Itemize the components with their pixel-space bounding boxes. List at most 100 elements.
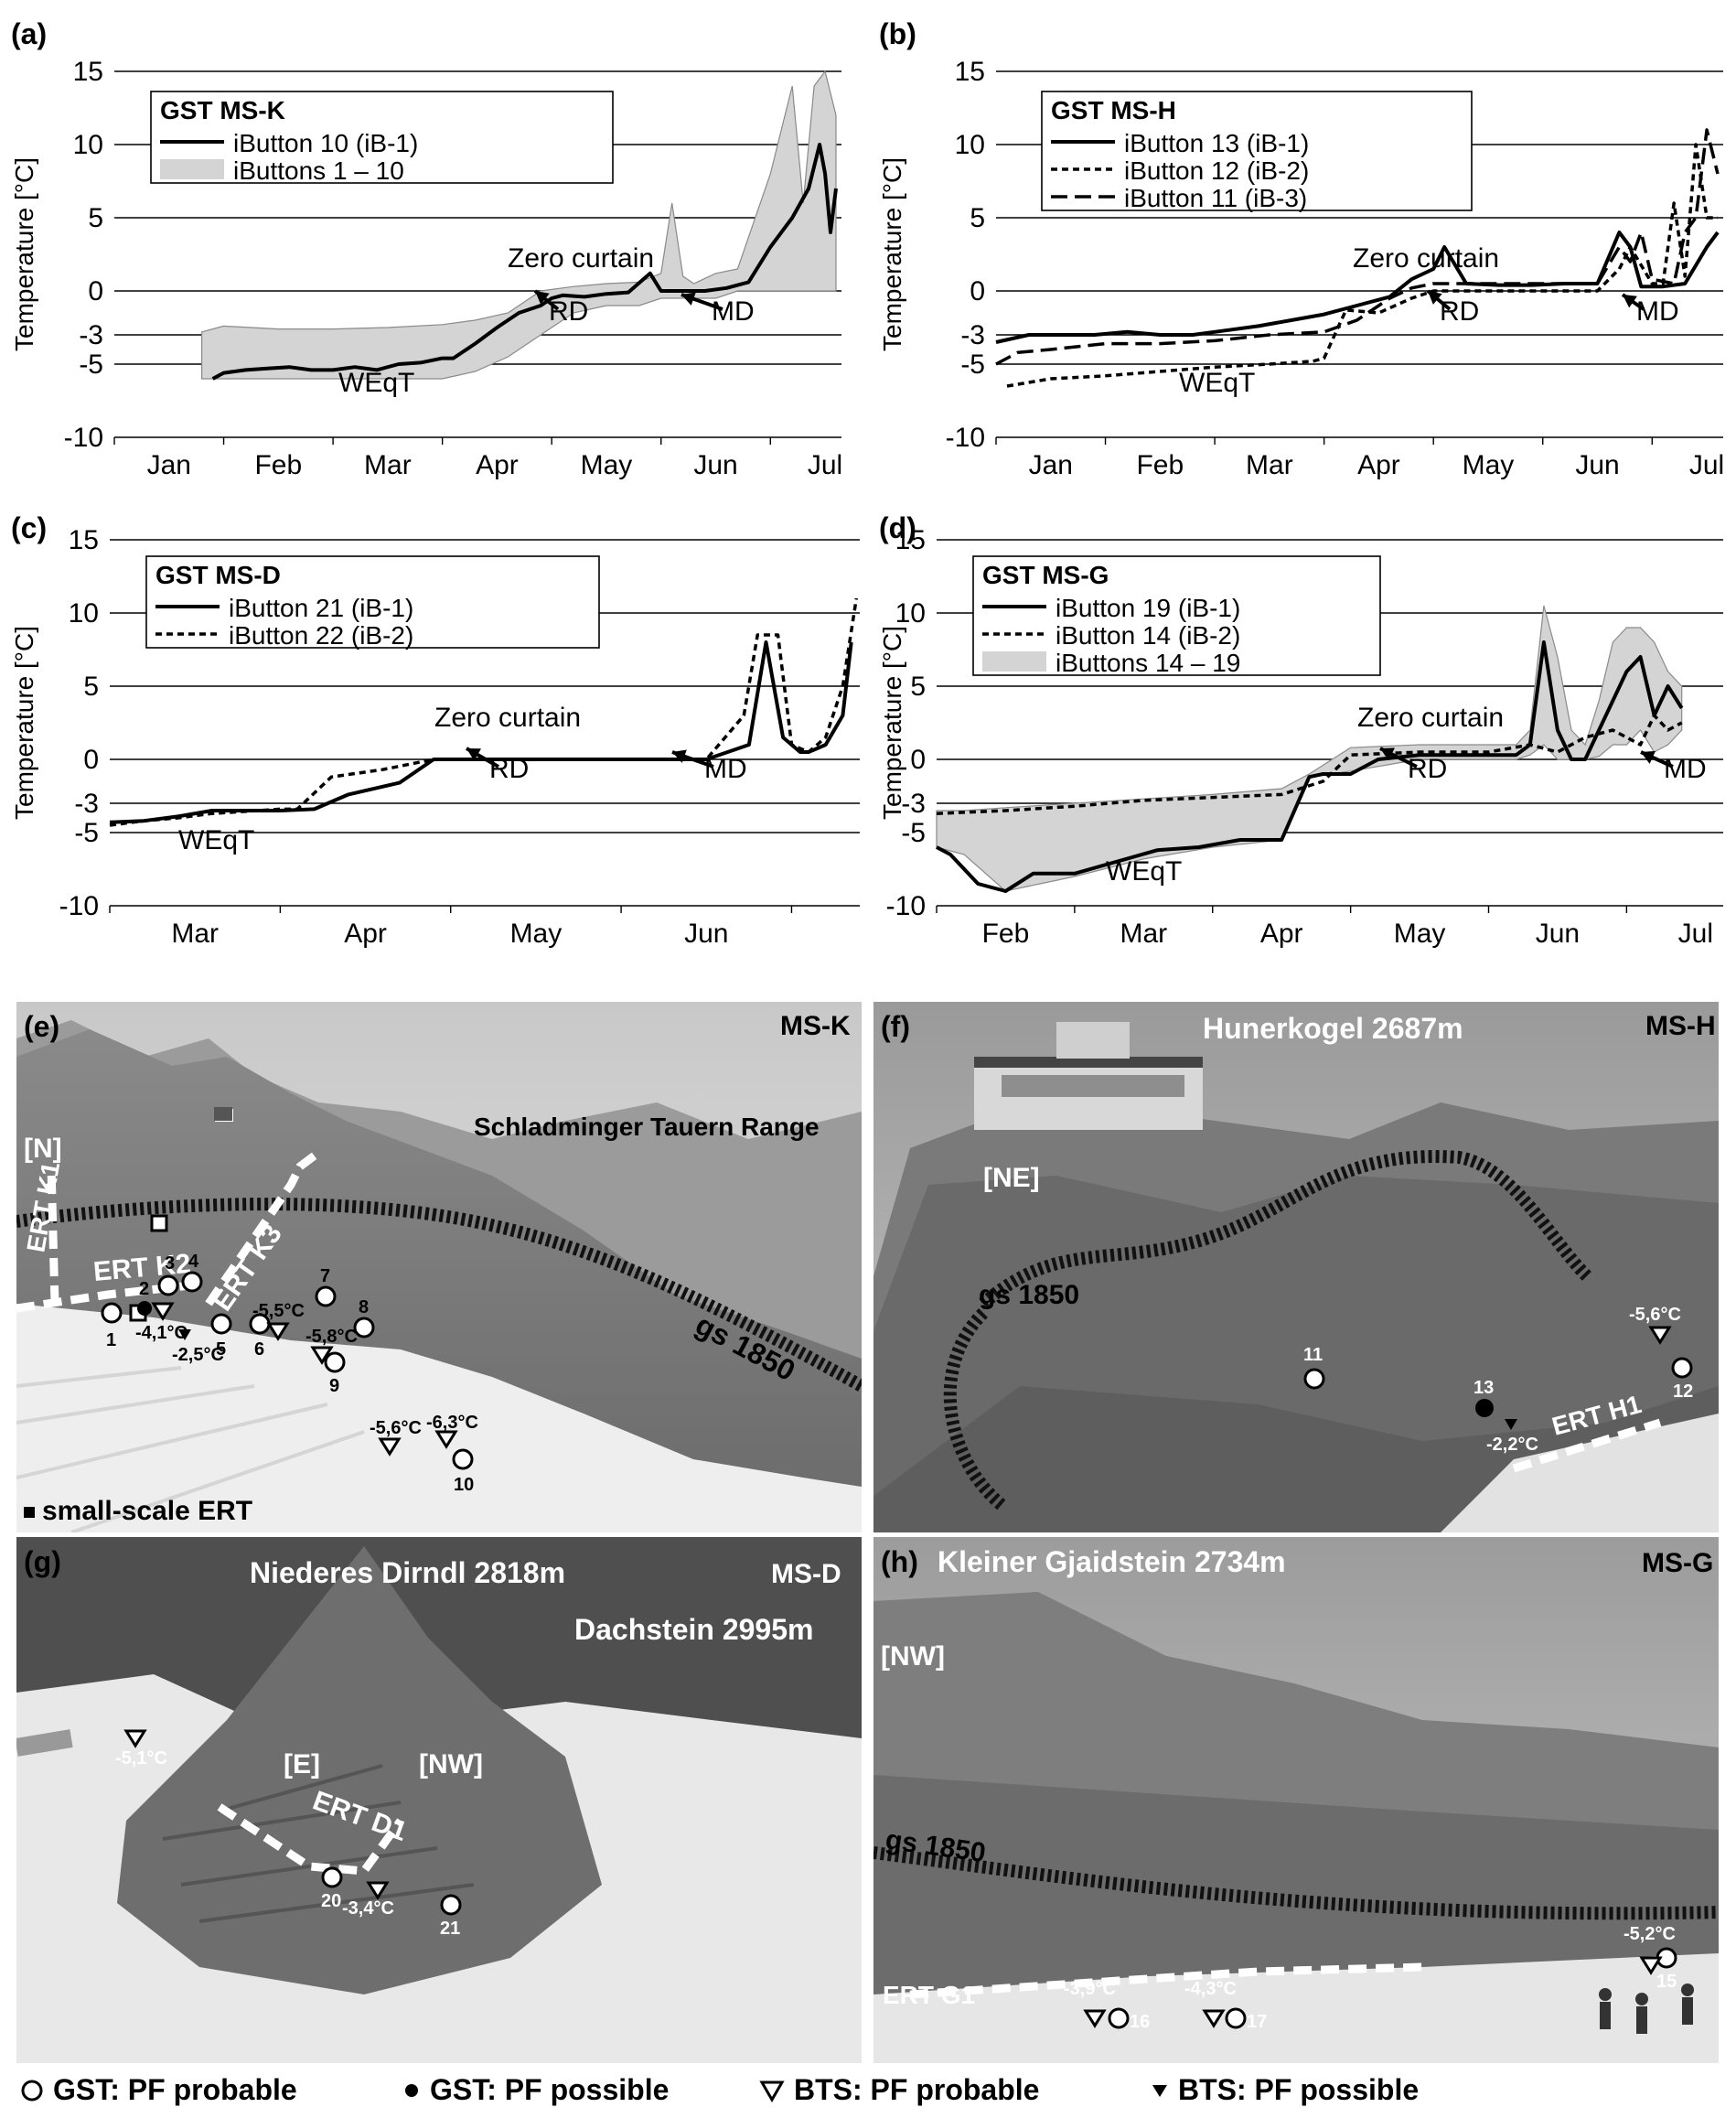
series-line	[995, 128, 1720, 366]
photo-g-temp1: -5,1°C	[115, 1748, 167, 1769]
zero-curtain-label: Zero curtain	[1353, 243, 1499, 274]
x-tick-label: Apr	[1357, 450, 1400, 480]
legend-entry: iButton 10 (iB-1)	[233, 129, 418, 157]
legend-bts-probable-label: BTS: PF probable	[794, 2073, 1040, 2106]
x-tick-label: Feb	[254, 450, 302, 480]
y-tick-label: -5	[79, 349, 103, 380]
chart-panel-c: (c) 15 10 5 0 -3-5 -10 Mar Apr May Jun Temperature …	[10, 511, 860, 949]
photo-e-range: Schladminger Tauern Range	[474, 1113, 820, 1141]
x-tick-label: May	[1394, 919, 1446, 949]
y-tick-label: -10	[946, 423, 985, 453]
md-arrow-head	[1623, 295, 1637, 308]
open-triangle-icon	[759, 2080, 785, 2102]
y-tick-label: 0	[88, 276, 103, 306]
photo-g-pt21: 21	[440, 1919, 460, 1939]
photo-e-pt5: 5	[216, 1339, 226, 1360]
weqt-label: WEqT	[338, 368, 414, 398]
weqt-label: WEqT	[1179, 368, 1255, 398]
photo-f-site: MS-H	[1645, 1011, 1716, 1041]
legend-entry: iButton 12 (iB-2)	[1124, 156, 1309, 185]
y-tick-label: -10	[59, 891, 99, 921]
y-tick-label: 5	[910, 672, 926, 702]
y-tick-label: 5	[83, 672, 99, 702]
photo-e-pt8: 8	[359, 1297, 369, 1317]
photo-e-temp5: -5,6°C	[370, 1418, 422, 1438]
y-axis-label: Temperature [°C]	[878, 157, 906, 351]
x-tick-label: Apr	[476, 450, 519, 480]
legend-bts-possible-label: BTS: PF possible	[1178, 2073, 1420, 2106]
photo-e-small-ert: small-scale ERT	[42, 1496, 252, 1526]
panel-label: (d)	[879, 511, 916, 544]
photo-g-aspect1: [E]	[284, 1749, 320, 1779]
y-tick-label: -3	[74, 789, 99, 819]
filled-circle-icon	[405, 2083, 418, 2097]
zero-curtain-label: Zero curtain	[508, 243, 654, 274]
photo-e-pt9: 9	[329, 1376, 339, 1396]
legend-bts-possible: BTS: PF possible	[1151, 2073, 1419, 2107]
series-line	[936, 714, 1683, 815]
photo-f-temp1: -5,6°C	[1629, 1305, 1681, 1325]
legend-box	[150, 91, 614, 184]
y-tick-label: -3	[79, 320, 103, 350]
photo-f-temp2: -2,2°C	[1486, 1435, 1538, 1455]
panel-label: (c)	[11, 511, 47, 544]
y-tick-label: -10	[64, 423, 103, 453]
photo-e-temp1: -4,1°C	[135, 1323, 188, 1343]
photo-e-temp3: -5,5°C	[252, 1301, 305, 1321]
y-tick-label: 10	[955, 130, 985, 160]
y-tick-label: -3	[960, 320, 985, 350]
legend-entry: iButton 21 (iB-1)	[229, 594, 413, 622]
x-tick-label: Jun	[1536, 919, 1580, 949]
md-arrow-head	[681, 292, 696, 306]
y-tick-label: 15	[69, 525, 99, 555]
legend-gst-probable: GST: PF probable	[20, 2073, 297, 2107]
photo-g-temp2: -3,4°C	[342, 1898, 394, 1919]
photo-e-pt10: 10	[454, 1475, 474, 1495]
legend-entry: iButtons 14 – 19	[1056, 649, 1240, 677]
md-arrow-head	[1641, 750, 1656, 764]
chart-panel-b: (b) 15 10 5 0 -3-5 -10 Jan Feb Mar Apr May Jun Jul Tem…	[878, 17, 1724, 480]
photo-e-label: (e)	[24, 1010, 59, 1043]
y-tick-label: 0	[970, 276, 985, 306]
photo-f-peak: Hunerkogel 2687m	[1203, 1012, 1463, 1045]
photo-e-pt7: 7	[320, 1266, 330, 1286]
photo-f-gs: gs 1850	[979, 1280, 1079, 1310]
photo-h-temp2: -4,3°C	[1184, 1979, 1237, 1999]
weqt-label: WEqT	[1106, 856, 1182, 887]
photo-e-site: MS-K	[780, 1011, 851, 1041]
photo-e-pt2: 2	[139, 1279, 149, 1299]
photo-e-pt1: 1	[106, 1330, 116, 1350]
photo-h-temp1: -3,9°C	[1064, 1979, 1116, 1999]
rd-label: RD	[489, 754, 529, 784]
photo-panel-f: (f) MS-H Hunerkogel 2687m [NE] gs 1850 E…	[873, 1002, 1719, 1532]
rd-label: RD	[1408, 754, 1447, 784]
legend-gst-probable-label: GST: PF probable	[53, 2073, 297, 2106]
photo-panel-g: (g) Niederes Dirndl 2818m MS-D Dachstein…	[16, 1537, 862, 2063]
y-tick-label: -5	[74, 818, 99, 848]
series-line	[211, 143, 838, 381]
x-tick-label: Jan	[1029, 450, 1073, 480]
y-axis-label: Temperature [°C]	[10, 157, 38, 351]
photo-f-pt11: 11	[1303, 1345, 1323, 1365]
legend-entry: iButton 22 (iB-2)	[229, 621, 413, 650]
legend-entry: iButtons 1 – 10	[233, 156, 404, 185]
legend-box	[145, 555, 600, 649]
legend-title: GST MS-K	[160, 96, 285, 124]
x-tick-label: Jun	[684, 919, 728, 949]
x-tick-label: Jul	[1689, 450, 1724, 480]
photo-e-pt6: 6	[254, 1339, 264, 1360]
photo-f-pt13: 13	[1473, 1378, 1494, 1398]
x-tick-label: Jun	[693, 450, 737, 480]
photo-e-pt3: 3	[165, 1253, 175, 1274]
weqt-label: WEqT	[178, 825, 254, 855]
legend-gst-possible-label: GST: PF possible	[430, 2073, 670, 2106]
photo-h-pt15: 15	[1656, 1972, 1677, 1992]
series-line	[995, 231, 1720, 344]
legend-title: GST MS-D	[155, 561, 281, 589]
rd-arrow-head	[1380, 747, 1395, 761]
zero-curtain-label: Zero curtain	[1357, 703, 1504, 733]
rd-arrow-head	[466, 748, 481, 761]
x-tick-label: Feb	[982, 919, 1030, 949]
y-tick-label: 0	[83, 745, 99, 775]
photo-e-pt4: 4	[188, 1252, 199, 1272]
